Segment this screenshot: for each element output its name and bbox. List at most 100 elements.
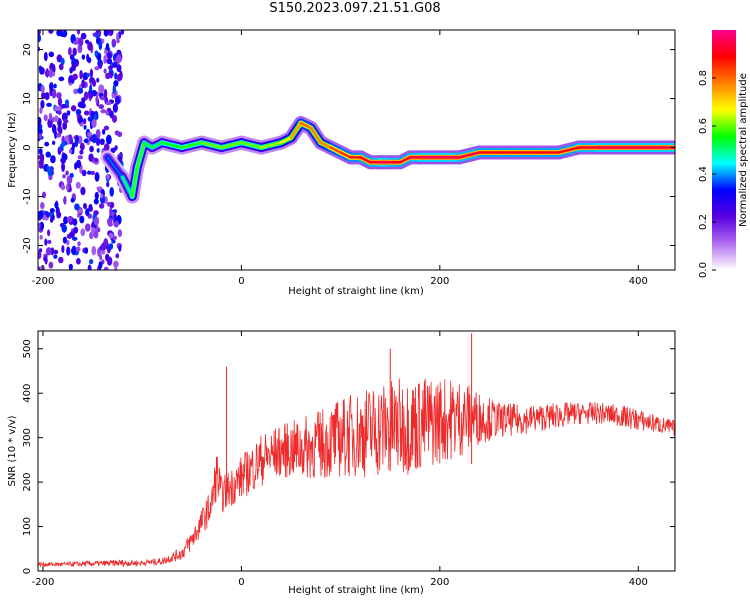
noise-cell xyxy=(60,142,67,147)
noise-cell xyxy=(114,72,118,80)
noise-cell xyxy=(108,232,114,239)
noise-cell xyxy=(50,247,55,256)
noise-cell xyxy=(47,229,51,237)
noise-cell xyxy=(73,88,79,95)
noise-cell xyxy=(38,210,44,219)
noise-cell xyxy=(113,220,119,228)
noise-cell xyxy=(117,229,123,238)
noise-cell xyxy=(75,246,81,252)
ridge-segment xyxy=(319,141,332,149)
spectrogram-x-tick-label: -200 xyxy=(32,276,55,287)
noise-cell xyxy=(84,247,89,254)
colorbar-scale xyxy=(712,30,736,270)
ridge-segment xyxy=(359,156,372,164)
noise-cell xyxy=(101,38,105,44)
noise-cell xyxy=(44,70,50,77)
noise-cell xyxy=(83,202,87,210)
spectrogram-x-axis: -200 0 200 400 xyxy=(32,30,648,287)
snr-x-tick-label: -200 xyxy=(32,577,55,588)
noise-cell xyxy=(98,203,105,209)
noise-cell xyxy=(98,40,103,51)
noise-cell xyxy=(109,207,113,217)
noise-cell xyxy=(68,263,73,270)
noise-cell xyxy=(58,63,64,71)
noise-cell xyxy=(89,258,94,265)
noise-cell xyxy=(104,49,108,55)
noise-cell xyxy=(74,138,79,148)
noise-cell xyxy=(89,135,94,142)
noise-cell xyxy=(103,68,107,74)
noise-cell xyxy=(98,261,103,269)
noise-cell xyxy=(78,117,84,123)
noise-cell xyxy=(112,235,117,240)
noise-cell xyxy=(97,247,101,257)
snr-panel: -200 0 200 400 0 100 200 300 400 500 Height of s… xyxy=(7,330,676,596)
noise-cell xyxy=(41,191,47,199)
noise-cell xyxy=(38,250,42,259)
spectrogram-x-tick-label: 200 xyxy=(430,276,449,287)
noise-cell xyxy=(116,54,122,64)
noise-cell xyxy=(66,246,71,256)
noise-cell xyxy=(113,212,117,223)
noise-cell xyxy=(112,103,118,113)
noise-cell xyxy=(43,51,48,62)
noise-cell xyxy=(103,30,109,37)
noise-cell xyxy=(100,109,107,114)
noise-cell xyxy=(85,208,90,216)
noise-cell xyxy=(80,228,86,237)
ridge-segment xyxy=(309,126,323,144)
ridge-segment xyxy=(160,141,184,149)
noise-cell xyxy=(53,106,60,112)
noise-cell xyxy=(66,239,70,246)
noise-cell xyxy=(73,40,79,45)
ridge-segment xyxy=(131,165,139,198)
spectrogram-x-label: Height of straight line (km) xyxy=(288,286,424,297)
noise-cell xyxy=(94,50,99,57)
noise-cell xyxy=(106,256,113,266)
noise-cell xyxy=(44,238,48,246)
noise-cell xyxy=(116,32,120,43)
noise-cell xyxy=(100,242,107,251)
noise-cell xyxy=(43,256,48,262)
noise-cell xyxy=(99,254,103,261)
noise-cell xyxy=(50,155,56,164)
noise-cell xyxy=(70,105,77,112)
noise-cell xyxy=(98,104,105,110)
noise-cell xyxy=(93,216,100,226)
noise-cell xyxy=(83,118,87,125)
noise-cell xyxy=(95,129,101,139)
noise-cell xyxy=(111,39,117,47)
snr-series xyxy=(38,333,675,568)
noise-cell xyxy=(87,131,93,137)
noise-cell xyxy=(48,261,54,269)
noise-cell xyxy=(54,115,59,123)
noise-cell xyxy=(47,239,52,245)
noise-cell xyxy=(112,61,118,68)
noise-cell xyxy=(95,95,99,105)
noise-cell xyxy=(58,126,63,135)
spectrogram-heatmap xyxy=(38,30,675,270)
noise-cell xyxy=(100,96,105,101)
snr-x-axis: -200 0 200 400 xyxy=(32,331,648,588)
noise-cell xyxy=(56,132,62,138)
noise-cell xyxy=(78,37,84,47)
noise-cell xyxy=(101,128,106,135)
noise-cell xyxy=(65,170,69,176)
spectrogram-y-tick-label: 0 xyxy=(22,144,33,150)
snr-y-axis: 0 100 200 300 400 500 xyxy=(22,339,675,574)
noise-cell xyxy=(61,135,66,145)
noise-cell xyxy=(96,227,101,233)
spectrogram-y-tick-label: 10 xyxy=(22,92,33,105)
noise-cell xyxy=(94,66,100,71)
noise-cell xyxy=(56,92,62,99)
noise-cell xyxy=(62,236,68,244)
noise-cell xyxy=(52,124,57,134)
noise-cell xyxy=(39,67,45,75)
noise-cell xyxy=(77,87,84,94)
colorbar-tick-label: 0.2 xyxy=(698,214,709,230)
noise-cell xyxy=(105,110,110,116)
ridge-segment xyxy=(150,141,164,149)
noise-cell xyxy=(66,183,70,192)
noise-cell xyxy=(64,99,70,107)
noise-cell xyxy=(63,195,67,205)
